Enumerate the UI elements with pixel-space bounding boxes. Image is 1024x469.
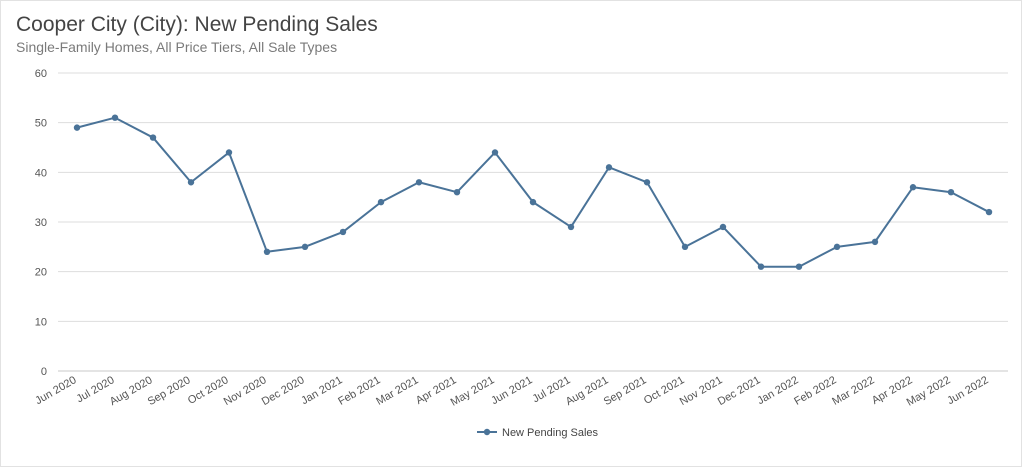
x-tick-label: Aug 2020	[108, 374, 155, 408]
data-point[interactable]	[187, 179, 195, 186]
legend-label: New Pending Sales	[502, 427, 599, 439]
legend[interactable]: New Pending Sales	[477, 427, 599, 439]
x-tick-label: Jun 2021	[489, 374, 534, 407]
x-tick-label: Dec 2020	[260, 374, 307, 408]
gridlines	[58, 72, 1008, 372]
data-point[interactable]	[567, 223, 575, 231]
data-point[interactable]	[339, 228, 347, 236]
data-point[interactable]	[263, 248, 271, 255]
data-point[interactable]	[453, 189, 461, 196]
series-line	[76, 116, 990, 268]
data-point[interactable]	[947, 189, 955, 196]
x-tick-label: Jan 2021	[299, 374, 344, 407]
legend-swatch-marker	[483, 428, 491, 436]
x-tick-label: Dec 2021	[716, 374, 763, 408]
data-point[interactable]	[301, 243, 309, 251]
data-point[interactable]	[871, 238, 879, 246]
data-point[interactable]	[377, 198, 385, 206]
x-tick-label: Aug 2021	[564, 374, 611, 408]
x-tick-label: Feb 2022	[792, 374, 838, 408]
x-tick-label: Sep 2021	[602, 374, 649, 408]
x-tick-label: Nov 2020	[222, 374, 269, 408]
data-point[interactable]	[643, 179, 651, 186]
y-tick-label: 50	[35, 118, 47, 130]
y-tick-label: 40	[35, 167, 47, 179]
x-tick-label: Mar 2021	[374, 374, 420, 408]
y-tick-label: 10	[35, 316, 47, 328]
data-point[interactable]	[909, 184, 917, 191]
x-tick-label: Mar 2022	[830, 374, 876, 408]
x-tick-label: Sep 2020	[146, 374, 193, 408]
series-group	[73, 114, 993, 270]
data-point[interactable]	[795, 263, 803, 270]
data-point[interactable]	[757, 263, 765, 270]
data-point[interactable]	[833, 243, 841, 251]
chart-subtitle: Single-Family Homes, All Price Tiers, Al…	[16, 39, 338, 55]
x-tick-label: Feb 2021	[336, 374, 382, 408]
y-axis-ticks: 0 10 20 30 40 50 60	[35, 68, 47, 378]
data-point[interactable]	[605, 164, 613, 171]
x-tick-label: Nov 2021	[678, 374, 725, 408]
data-point[interactable]	[73, 124, 81, 131]
data-point[interactable]	[529, 198, 537, 206]
y-tick-label: 60	[35, 68, 47, 80]
data-point[interactable]	[681, 243, 689, 251]
x-tick-label: May 2022	[905, 374, 953, 409]
x-tick-label: Jan 2022	[755, 374, 800, 407]
y-tick-label: 0	[41, 366, 47, 378]
x-tick-label: Jun 2022	[945, 374, 990, 407]
x-tick-label: May 2021	[449, 374, 497, 409]
data-point[interactable]	[415, 179, 423, 186]
data-point[interactable]	[985, 208, 993, 216]
data-point[interactable]	[149, 134, 157, 141]
chart-title: Cooper City (City): New Pending Sales	[16, 13, 378, 36]
data-point[interactable]	[719, 223, 727, 231]
y-tick-label: 30	[35, 217, 47, 229]
data-point[interactable]	[491, 149, 499, 156]
data-point[interactable]	[111, 114, 119, 121]
data-point[interactable]	[225, 149, 233, 156]
y-tick-label: 20	[35, 267, 47, 279]
x-tick-label: Jun 2020	[33, 374, 78, 407]
